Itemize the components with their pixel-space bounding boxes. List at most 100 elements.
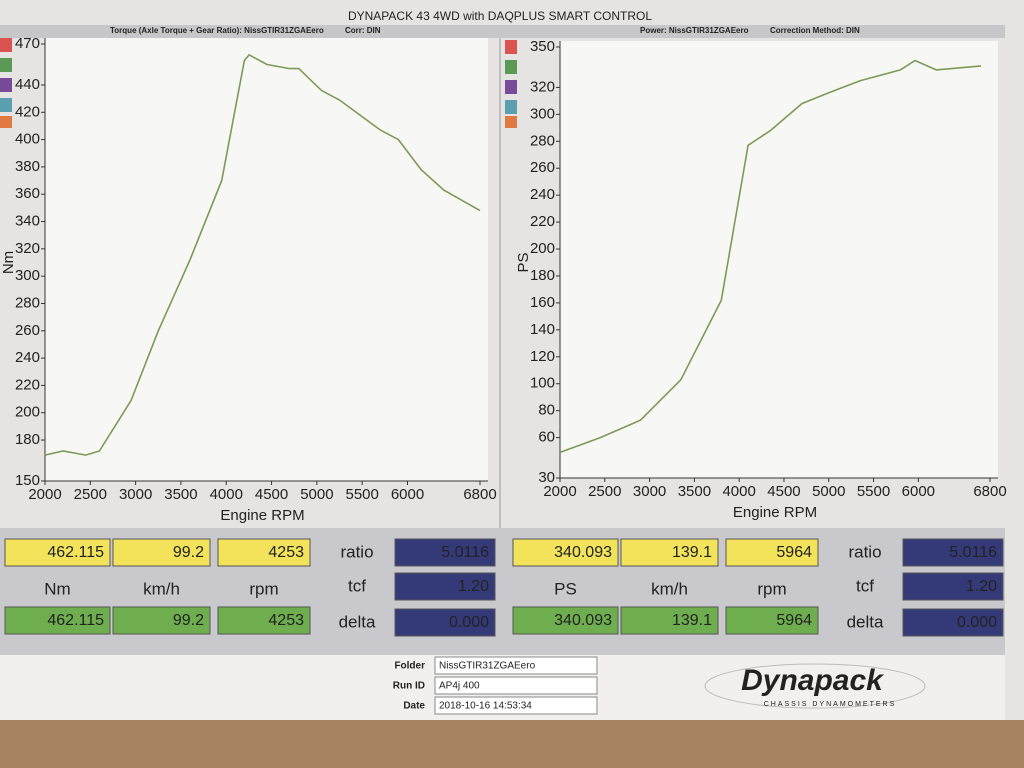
readout-box: [512, 538, 619, 567]
y-tick-label: 180: [530, 267, 555, 284]
readout-value: 4253: [268, 544, 304, 561]
x-tick-label: 2000: [28, 486, 61, 503]
readout-value: 5964: [776, 544, 812, 561]
readout-box: [112, 606, 211, 635]
x-tick-label: 2500: [588, 483, 621, 500]
torque-power-line: [44, 53, 481, 456]
y-tick-label: 150: [15, 472, 40, 489]
x-tick-label: 3500: [164, 486, 197, 503]
footer-value: AP4j 400: [439, 681, 480, 692]
y-tick-label: 120: [530, 348, 555, 365]
chart-title: Power: NissGTIR31ZGAEero: [640, 26, 749, 35]
y-tick-label: 300: [15, 267, 40, 284]
y-tick-label: 470: [15, 35, 40, 52]
table-wood: [0, 720, 1024, 768]
y-tick-label: 440: [15, 76, 40, 93]
x-tick-label: 3000: [119, 486, 152, 503]
unit-label: rpm: [249, 579, 278, 598]
readout-box: [725, 606, 819, 635]
x-tick-label: 6800: [463, 486, 496, 503]
x-tick-label: 4500: [767, 483, 800, 500]
y-tick-label: 300: [530, 105, 555, 122]
y-tick-label: 420: [15, 103, 40, 120]
y-tick-label: 180: [15, 431, 40, 448]
y-axis-label: PS: [515, 252, 532, 272]
readout-box: [217, 606, 311, 635]
readout-box: [394, 608, 496, 637]
y-tick-label: 340: [15, 213, 40, 230]
y-tick-label: 200: [530, 240, 555, 257]
chart-title: Torque (Axle Torque + Gear Ratio): NissG…: [110, 26, 324, 35]
y-tick-label: 400: [15, 131, 40, 148]
footer-label: Run ID: [393, 681, 425, 692]
y-tick-label: 280: [15, 294, 40, 311]
logo-subtitle: CHASSIS DYNAMOMETERS: [764, 701, 897, 708]
x-tick-label: 6000: [902, 483, 935, 500]
y-tick-label: 260: [15, 322, 40, 339]
footer-label: Folder: [394, 661, 425, 672]
footer-field: [434, 676, 598, 695]
chart-correction: Corr: DIN: [345, 26, 381, 35]
x-tick-label: 5500: [346, 486, 379, 503]
readout-box: [620, 538, 719, 567]
y-tick-label: 280: [530, 132, 555, 149]
y-tick-label: 380: [15, 158, 40, 175]
footer-value: 2018-10-16 14:53:34: [439, 701, 532, 712]
readout-value: 0.000: [449, 614, 489, 631]
y-tick-label: 100: [530, 375, 555, 392]
readout-box: [620, 606, 719, 635]
y-tick-label: 220: [530, 213, 555, 230]
readout-value: 462.115: [47, 544, 104, 561]
readout-value: 340.093: [554, 612, 612, 629]
y-tick-label: 320: [530, 78, 555, 95]
unit-label: Nm: [44, 579, 70, 598]
y-tick-label: 360: [15, 185, 40, 202]
x-tick-label: 5000: [812, 483, 845, 500]
x-tick-label: 4000: [722, 483, 755, 500]
plot-area: [560, 41, 998, 478]
readout-value: 99.2: [173, 544, 204, 561]
unit-label: rpm: [757, 579, 786, 598]
readout-value: 139.1: [672, 612, 712, 629]
header-title: DYNAPACK 43 4WD with DAQPLUS SMART CONTR…: [348, 9, 652, 23]
y-tick-label: 260: [530, 159, 555, 176]
x-tick-label: 5000: [300, 486, 333, 503]
readout-value: 5964: [776, 612, 812, 629]
footer-field: [434, 696, 598, 715]
readout-box: [902, 608, 1004, 637]
footer-field: [434, 656, 598, 675]
y-tick-label: 80: [538, 402, 555, 419]
readout-box: [512, 606, 619, 635]
footer-value: NissGTIR31ZGAEero: [439, 661, 536, 672]
readout-value: 340.093: [554, 544, 612, 561]
unit-label: km/h: [651, 579, 688, 598]
x-tick-label: 5500: [857, 483, 890, 500]
y-tick-label: 140: [530, 321, 555, 338]
readout-label: ratio: [848, 542, 881, 561]
readout-value: 0.000: [957, 614, 997, 631]
y-axis-label: Nm: [0, 251, 17, 274]
x-tick-label: 3500: [678, 483, 711, 500]
header-band: [0, 25, 1005, 38]
readout-box: [394, 538, 496, 567]
readout-box: [217, 538, 311, 567]
x-tick-label: 4500: [255, 486, 288, 503]
y-tick-label: 220: [15, 376, 40, 393]
readout-value: 462.115: [47, 612, 104, 629]
x-axis-label: Engine RPM: [220, 507, 304, 524]
y-tick-label: 320: [15, 240, 40, 257]
readout-value: 1.20: [458, 578, 489, 595]
readout-label: delta: [339, 612, 376, 631]
readout-value: 4253: [268, 612, 304, 629]
readout-value: 5.0116: [949, 544, 997, 561]
y-tick-label: 240: [530, 186, 555, 203]
readout-label: tcf: [856, 576, 874, 595]
readout-value: 1.20: [966, 578, 997, 595]
readout-box: [4, 538, 111, 567]
readout-box: [725, 538, 819, 567]
x-tick-label: 2500: [74, 486, 107, 503]
y-tick-label: 30: [538, 469, 555, 486]
unit-label: PS: [554, 579, 577, 598]
logo: Dynapack: [741, 664, 884, 697]
